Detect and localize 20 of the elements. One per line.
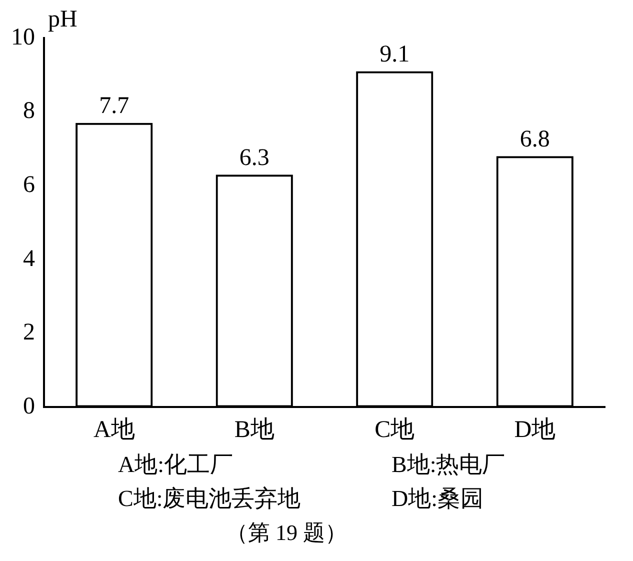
data-label: 6.8 bbox=[520, 126, 550, 152]
x-tick-label: A地 bbox=[93, 416, 135, 443]
x-tick-label: D地 bbox=[514, 416, 556, 443]
y-tick-label: 6 bbox=[23, 172, 35, 198]
x-tick-label: C地 bbox=[374, 416, 415, 443]
text: D地:桑园 bbox=[392, 485, 484, 513]
text: C地:废电池丢弃地 bbox=[118, 485, 302, 513]
y-tick-label: 2 bbox=[23, 320, 35, 346]
y-tick-label: 0 bbox=[23, 393, 35, 420]
data-label: 9.1 bbox=[380, 42, 410, 68]
text: （第 19 题） bbox=[225, 519, 348, 547]
text: B地:热电厂 bbox=[392, 451, 506, 479]
y-tick-label: 8 bbox=[23, 98, 35, 124]
data-label: 7.7 bbox=[99, 93, 130, 120]
text: A地:化工厂 bbox=[118, 451, 234, 479]
y-tick-label: 4 bbox=[23, 246, 35, 272]
y-axis-title: pH bbox=[48, 6, 78, 32]
data-label: 6.3 bbox=[239, 144, 270, 171]
x-tick-label: B地 bbox=[234, 416, 274, 443]
y-tick-label: 10 bbox=[11, 24, 35, 50]
